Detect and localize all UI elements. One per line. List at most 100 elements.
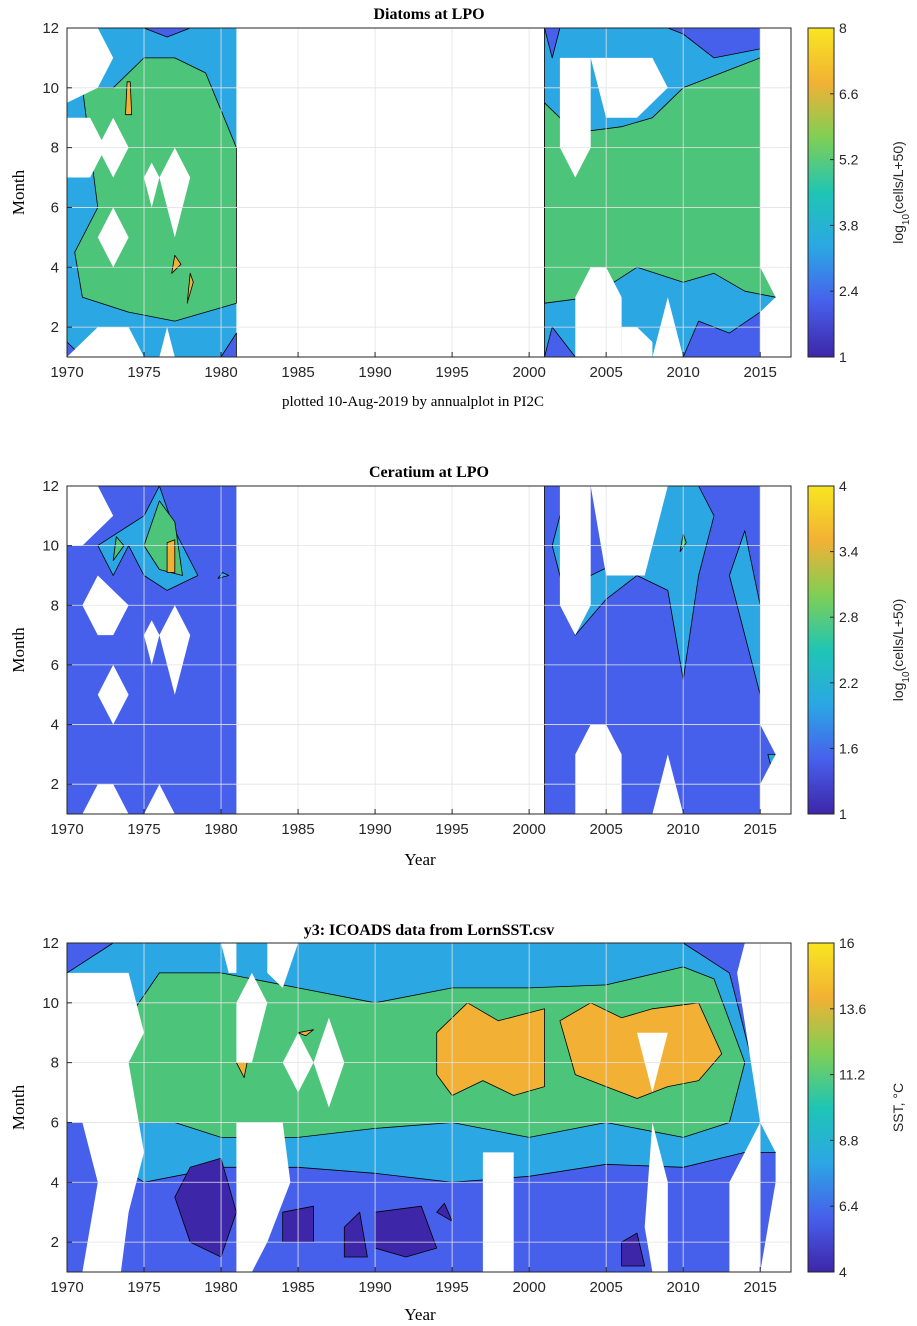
missing-data-gap <box>67 28 114 103</box>
colorbar-tick-label: 1 <box>839 349 847 365</box>
x-tick-label: 1975 <box>127 364 160 381</box>
y-tick-label: 12 <box>42 20 59 37</box>
colorbar-tick-label: 3.4 <box>839 544 859 560</box>
x-tick-label: 2015 <box>744 1279 777 1296</box>
contour-region <box>343 1211 368 1258</box>
colorbar <box>807 942 835 1273</box>
missing-data-gap <box>144 620 160 665</box>
missing-data-gap <box>760 28 791 298</box>
colorbar-tick-label: 1 <box>839 806 847 822</box>
contour-region <box>171 254 182 274</box>
missing-data-gap <box>159 327 175 357</box>
x-tick-label: 2000 <box>512 1279 545 1296</box>
contour-region <box>621 1232 646 1267</box>
missing-data-gap <box>221 943 237 973</box>
panel-sst: y3: ICOADS data from LornSST.csv Year 19… <box>9 922 906 1324</box>
x-tick-label: 1980 <box>204 1279 237 1296</box>
x-tick-label: 1975 <box>127 821 160 838</box>
missing-data-gap <box>236 972 268 1063</box>
x-tick-label: 2015 <box>744 364 777 381</box>
missing-data-gap <box>144 784 175 814</box>
colorbar-tick-label: 5.2 <box>839 152 859 168</box>
missing-data-gap <box>159 147 191 238</box>
colorbar-tick-label: 2.8 <box>839 609 859 625</box>
missing-data-gap <box>559 486 591 636</box>
x-tick-label: 2010 <box>666 364 699 381</box>
y-tick-label: 4 <box>51 259 59 276</box>
panel-diatoms: Diatoms at LPO plotted 10-Aug-2019 by an… <box>9 6 912 410</box>
x-tick-label: 2005 <box>589 364 622 381</box>
missing-data-gap <box>575 267 622 357</box>
colorbar-tick-label: 4 <box>839 478 847 494</box>
y-tick-label: 4 <box>51 1174 59 1191</box>
missing-data-gap <box>67 486 114 546</box>
y-tick-label: 2 <box>51 1234 59 1251</box>
y-tick-label: 10 <box>42 538 59 555</box>
y-tick-label: 12 <box>42 935 59 952</box>
x-tick-label: 1985 <box>281 364 314 381</box>
x-tick-label: 2010 <box>666 821 699 838</box>
colorbar-tick-label: 4 <box>839 1264 847 1280</box>
missing-data-gap <box>621 327 653 357</box>
missing-data-gap <box>97 664 129 725</box>
x-tick-label: 1970 <box>50 1279 83 1296</box>
contour-region <box>166 539 176 573</box>
colorbar-label: SST, °C <box>890 1083 906 1132</box>
colorbar-tick-label: 6.4 <box>839 1198 859 1214</box>
y-tick-label: 2 <box>51 776 59 793</box>
x-tick-label: 2000 <box>512 364 545 381</box>
axes-frame <box>66 485 792 815</box>
y-tick-label: 10 <box>42 80 59 97</box>
y-tick-label: 12 <box>42 478 59 495</box>
missing-data-gap <box>760 1182 791 1272</box>
missing-data-gap <box>67 327 144 357</box>
colorbar-tick-label: 8 <box>839 20 847 36</box>
x-tick-label: 1995 <box>435 1279 468 1296</box>
missing-data-gap <box>575 724 622 814</box>
colorbar-tick-label: 8.8 <box>839 1132 859 1148</box>
panel-title: y3: ICOADS data from LornSST.csv <box>304 922 555 939</box>
axes-frame <box>66 942 792 1273</box>
missing-data-gap <box>267 943 299 988</box>
colorbar-label: log10(cells/L+50) <box>890 599 912 702</box>
colorbar-tick-label: 16 <box>839 935 855 951</box>
panel-title: Diatoms at LPO <box>373 6 484 23</box>
x-axis-label: Year <box>404 850 436 869</box>
colorbar-tick-label: 13.6 <box>839 1001 866 1017</box>
x-axis-label: Year <box>404 1305 436 1324</box>
y-axis-label: Month <box>9 1084 28 1130</box>
y-tick-label: 8 <box>51 597 59 614</box>
contour-region <box>436 1002 545 1096</box>
x-tick-label: 1985 <box>281 1279 314 1296</box>
colorbar-label: log10(cells/L+50) <box>890 141 912 244</box>
missing-data-gap <box>82 784 129 814</box>
footnote: plotted 10-Aug-2019 by annualplot in PI2… <box>282 394 544 410</box>
colorbar-tick-label: 3.8 <box>839 217 859 233</box>
colorbar-tick-label: 6.6 <box>839 86 859 102</box>
x-tick-label: 1995 <box>435 821 468 838</box>
x-tick-label: 1990 <box>358 1279 391 1296</box>
contour-region <box>436 1202 453 1222</box>
x-tick-label: 1995 <box>435 364 468 381</box>
y-tick-label: 2 <box>51 319 59 336</box>
missing-data-gap <box>159 605 191 695</box>
x-tick-label: 2015 <box>744 821 777 838</box>
panel-title: Ceratium at LPO <box>369 464 489 481</box>
x-tick-label: 2005 <box>589 821 622 838</box>
x-tick-label: 1985 <box>281 821 314 838</box>
missing-data-gap <box>760 486 791 755</box>
x-tick-label: 2000 <box>512 821 545 838</box>
colorbar <box>807 27 835 358</box>
x-tick-label: 1990 <box>358 821 391 838</box>
missing-data-gap <box>729 1122 761 1272</box>
contour-region <box>551 485 715 681</box>
x-tick-label: 1975 <box>127 1279 160 1296</box>
x-tick-label: 1970 <box>50 364 83 381</box>
panel-ceratium: Ceratium at LPO Year 1970 1975 1980 1985 199… <box>9 464 912 869</box>
y-tick-label: 10 <box>42 995 59 1012</box>
contour-region <box>112 536 125 561</box>
missing-data-gap <box>236 1122 291 1272</box>
x-tick-label: 2010 <box>666 1279 699 1296</box>
missing-data-gap <box>482 1152 514 1272</box>
